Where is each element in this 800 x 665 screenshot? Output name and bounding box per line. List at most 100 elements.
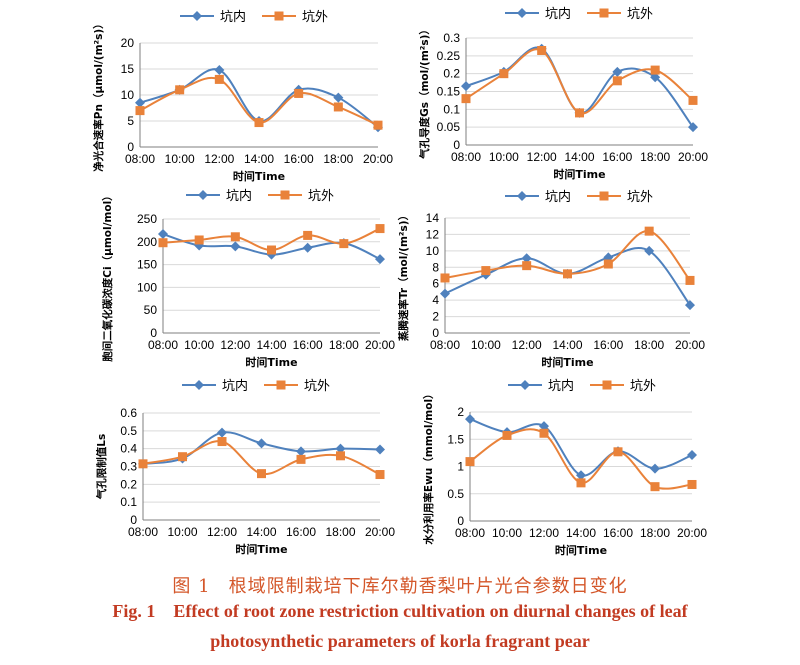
data-point-outer — [336, 451, 345, 461]
data-point-inner — [230, 241, 241, 252]
data-point-inner — [650, 72, 661, 83]
x-tick-label: 08:00 — [430, 338, 460, 352]
x-tick-label: 20:00 — [677, 526, 707, 540]
figure-caption-english-line1: Fig. 1 Effect of root zone restriction cu… — [0, 601, 800, 622]
y-tick-label: 0.15 — [437, 85, 461, 99]
data-point-inner — [158, 229, 168, 240]
data-point-outer — [502, 430, 512, 440]
y-tick-label: 0 — [150, 326, 157, 340]
caption-text-english-line2: photosynthetic parameters of korla fragr… — [210, 631, 590, 651]
data-point-outer — [178, 452, 187, 462]
data-point-outer — [333, 102, 343, 112]
data-point-outer — [537, 45, 547, 55]
data-point-outer — [373, 120, 383, 130]
data-point-inner — [461, 81, 471, 92]
x-tick-label: 12:00 — [204, 152, 234, 166]
y-tick-label: 0 — [453, 138, 460, 152]
x-tick-label: 12:00 — [529, 526, 559, 540]
x-tick-label: 20:00 — [675, 338, 705, 352]
data-point-inner — [687, 450, 697, 461]
data-point-outer — [612, 76, 622, 86]
x-tick-label: 14:00 — [256, 338, 286, 352]
data-point-outer — [339, 239, 349, 249]
y-axis-title: 蒸腾速率Tr（mol/(m²s)） — [397, 210, 410, 341]
y-tick-label: 0.6 — [120, 406, 137, 420]
data-point-outer — [650, 65, 660, 75]
legend-label-outer: 坑外 — [304, 379, 330, 394]
y-tick-label: 0.1 — [443, 102, 460, 116]
x-tick-label: 20:00 — [365, 338, 395, 352]
legend: 坑内 坑外 — [180, 9, 328, 25]
data-point-inner — [135, 97, 145, 108]
x-tick-label: 18:00 — [325, 525, 355, 539]
x-tick-label: 14:00 — [246, 525, 276, 539]
y-axis-title: 胞间二氧化碳浓度Ci（μmol/mol） — [101, 190, 114, 362]
legend-label-inner: 坑内 — [222, 378, 248, 394]
data-point-outer — [375, 470, 385, 480]
data-point-outer — [138, 459, 148, 469]
y-tick-label: 12 — [426, 227, 440, 241]
caption-figure-number-english: Fig. 1 — [112, 601, 156, 621]
legend-label-outer: 坑外 — [308, 189, 334, 204]
legend-marker-outer — [599, 8, 609, 18]
x-tick-label: 10:00 — [489, 150, 519, 164]
data-point-outer — [563, 269, 572, 279]
data-point-outer — [254, 118, 264, 128]
y-tick-label: 20 — [121, 36, 135, 50]
legend-marker-inner — [517, 191, 527, 201]
legend: 坑内 坑外 — [505, 6, 653, 22]
legend-marker-outer — [274, 11, 284, 21]
y-tick-label: 10 — [426, 244, 440, 258]
x-axis-title: 时间Time — [235, 542, 287, 556]
legend-label-inner: 坑内 — [548, 378, 574, 394]
y-tick-label: 0.5 — [447, 487, 464, 501]
x-tick-label: 16:00 — [293, 338, 323, 352]
caption-figure-number: 图 1 — [172, 576, 211, 597]
x-tick-label: 12:00 — [512, 338, 542, 352]
data-point-inner — [375, 444, 385, 455]
y-tick-label: 0.05 — [437, 120, 461, 134]
data-point-outer — [257, 469, 266, 479]
data-point-outer — [603, 259, 613, 269]
y-tick-label: 0.5 — [120, 424, 137, 438]
data-point-inner — [302, 242, 313, 253]
data-point-outer — [303, 230, 313, 240]
data-point-inner — [688, 122, 698, 133]
data-point-inner — [214, 65, 225, 76]
x-tick-label: 14:00 — [566, 526, 596, 540]
x-axis-title: 时间Time — [233, 169, 285, 183]
chart-panel-6: 0 0.5 1 1.5 2 08:00 10:00 12:00 14:00 16:00 18:00 2… — [422, 378, 707, 557]
data-point-outer — [267, 245, 276, 255]
y-tick-label: 50 — [144, 303, 158, 317]
legend-marker-outer — [599, 191, 609, 201]
data-point-outer — [650, 482, 660, 492]
x-axis-title: 时间Time — [555, 543, 607, 557]
y-tick-label: 0 — [127, 140, 134, 154]
data-point-outer — [294, 88, 304, 98]
x-axis-title: 时间Time — [245, 355, 297, 369]
x-tick-label: 08:00 — [148, 338, 178, 352]
x-axis-title: 时间Time — [541, 355, 593, 369]
data-point-outer — [175, 85, 185, 95]
series-line-inner — [469, 418, 693, 477]
caption-text-chinese: 根域限制栽培下库尔勒香梨叶片光合参数日变化 — [228, 576, 628, 597]
data-point-outer — [688, 95, 698, 105]
data-point-outer — [375, 224, 385, 234]
chart-panel-2: 0 0.05 0.1 0.15 0.2 0.25 0.3 08:00 10:00 12:00 14:… — [418, 6, 708, 181]
chart-panel-3: 0 50 100 150 200 250 08:00 10:00 12:00 14:00 16:00… — [101, 188, 395, 369]
data-point-inner — [256, 438, 267, 449]
chart-panel-4: 0 2 4 6 8 10 12 14 08:00 10:00 12:00 14:00 16:00 18:0… — [397, 189, 705, 369]
y-tick-label: 0.4 — [120, 442, 137, 456]
x-tick-label: 08:00 — [451, 150, 481, 164]
data-point-outer — [296, 454, 306, 464]
data-point-outer — [465, 457, 475, 467]
y-tick-label: 8 — [432, 260, 439, 274]
x-tick-label: 20:00 — [678, 150, 708, 164]
legend: 坑内 坑外 — [508, 378, 656, 394]
y-axis-title: 气孔导度Gs（mol/(m²s)） — [418, 24, 431, 160]
legend-label-inner: 坑内 — [545, 189, 571, 205]
y-axis-title: 气孔限制值Ls — [95, 434, 108, 500]
legend: 坑内 坑外 — [182, 378, 330, 394]
y-axis-title: 净光合速率Pn（μmol/(m²s)） — [92, 18, 105, 171]
x-tick-label: 14:00 — [244, 152, 274, 166]
